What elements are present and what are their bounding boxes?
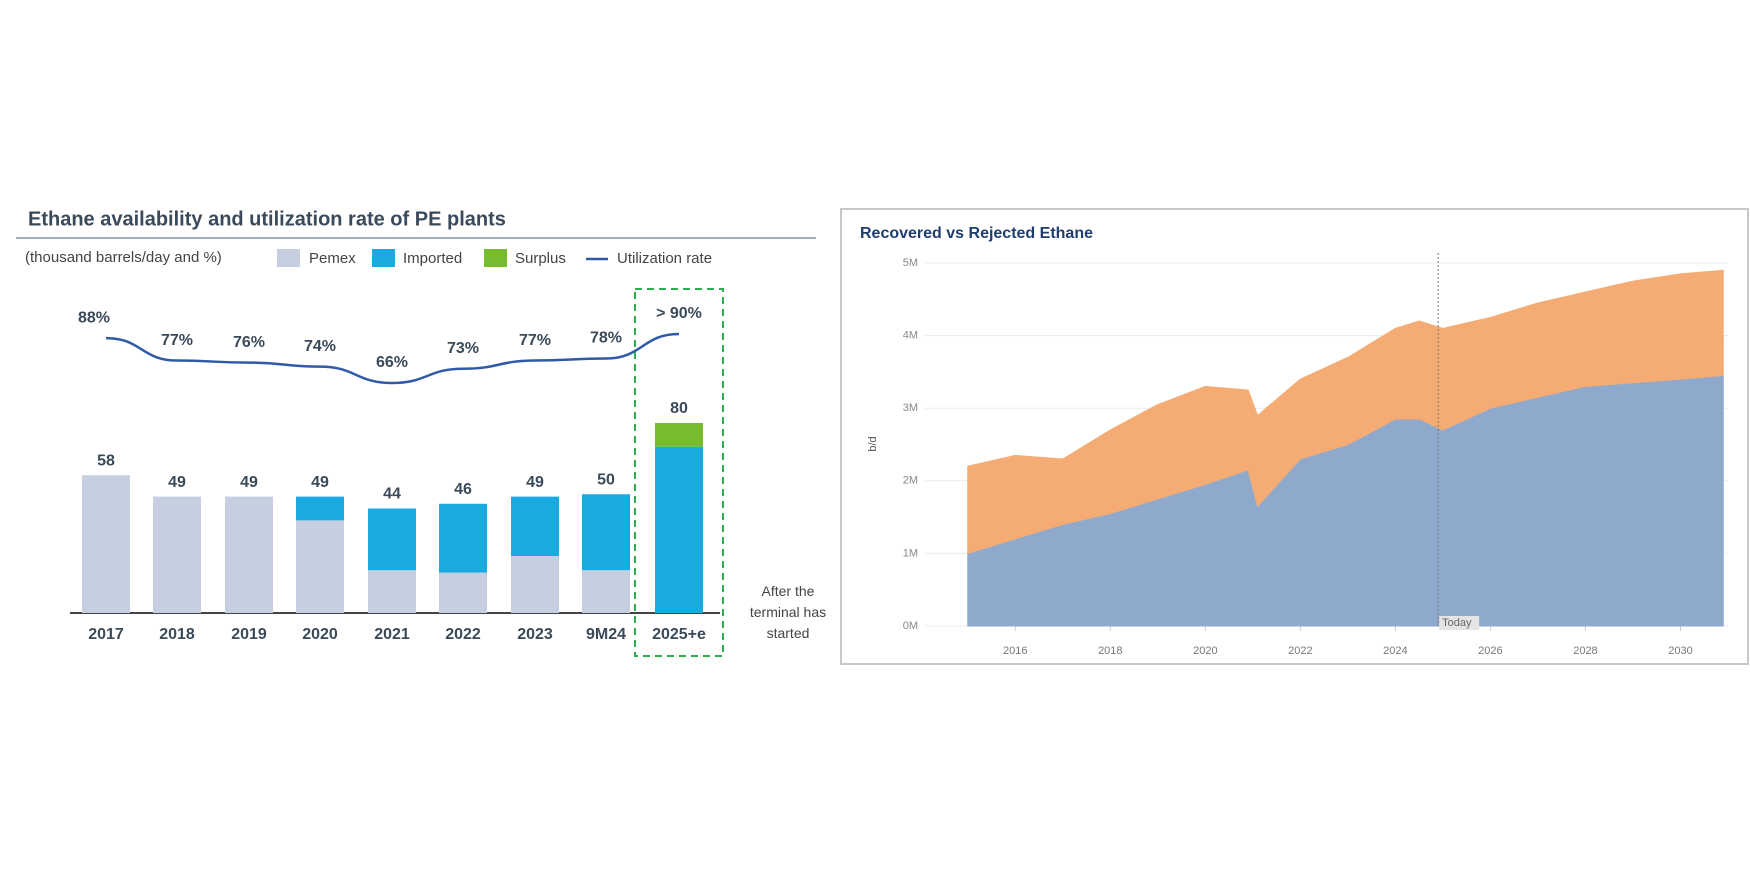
- bar-segment: [655, 446, 703, 613]
- total-label: 44: [383, 486, 401, 503]
- line-label: 76%: [233, 334, 265, 351]
- subtitle: (thousand barrels/day and %): [25, 249, 222, 266]
- y-axis-label: b/d: [867, 436, 879, 451]
- highlight-box: [634, 288, 724, 657]
- legend-label: Utilization rate: [617, 250, 712, 267]
- line-label: 77%: [519, 332, 551, 349]
- today-box: [1439, 616, 1480, 630]
- total-label: 49: [240, 474, 258, 491]
- bar-segment: [439, 572, 487, 613]
- total-label: 46: [454, 481, 472, 498]
- line-label: 73%: [447, 340, 479, 357]
- bar-segment: [225, 496, 273, 613]
- total-label: 49: [168, 474, 186, 491]
- bar-segment: [655, 423, 703, 447]
- x-tick-label: 2022: [445, 626, 481, 643]
- x-tick-label: 2025+e: [652, 626, 706, 643]
- x-tick-label: 2020: [1193, 645, 1217, 657]
- x-tick-label: 2024: [1383, 645, 1407, 657]
- bar-segment: [368, 570, 416, 613]
- y-tick-label: 0M: [903, 620, 918, 632]
- x-tick-label: 2028: [1573, 645, 1597, 657]
- y-tick-label: 4M: [903, 330, 918, 342]
- total-label: 80: [670, 400, 688, 417]
- bar-segment: [82, 475, 130, 613]
- x-tick-label: 2030: [1668, 645, 1692, 657]
- y-tick-label: 1M: [903, 547, 918, 559]
- total-label: 49: [311, 474, 329, 491]
- line-label: 88%: [78, 309, 110, 326]
- legend-swatch: [277, 249, 300, 267]
- bar-segment: [296, 496, 344, 521]
- utilization-line: [105, 332, 680, 385]
- chart-title: Ethane availability and utilization rate…: [28, 208, 506, 230]
- y-tick-label: 2M: [903, 475, 918, 487]
- x-tick-label: 2020: [302, 626, 338, 643]
- x-tick-label: 2023: [517, 626, 553, 643]
- legend-swatch: [484, 249, 507, 267]
- bar-segment: [296, 520, 344, 613]
- bar-segment: [582, 494, 630, 571]
- total-label: 58: [97, 452, 115, 469]
- legend-label: Surplus: [515, 250, 566, 267]
- annotation-line: started: [767, 625, 810, 641]
- x-tick-label: 2021: [374, 626, 410, 643]
- x-tick-label: 2022: [1288, 645, 1312, 657]
- y-tick-label: 5M: [903, 257, 918, 269]
- bar-segment: [511, 496, 559, 556]
- legend-label: Imported: [403, 250, 462, 267]
- x-tick-label: 2017: [88, 626, 124, 643]
- x-tick-label: 2018: [1098, 645, 1122, 657]
- x-tick-label: 9M24: [586, 626, 626, 643]
- x-tick-label: 2026: [1478, 645, 1502, 657]
- today-label: Today: [1442, 617, 1472, 629]
- annotation-line: terminal has: [750, 604, 826, 620]
- y-tick-label: 3M: [903, 402, 918, 414]
- bar-segment: [368, 508, 416, 571]
- line-label: 66%: [376, 354, 408, 371]
- bar-segment: [439, 503, 487, 573]
- bar-segment: [511, 556, 559, 613]
- line-label: 74%: [304, 338, 336, 355]
- legend-label: Pemex: [309, 250, 356, 267]
- legend-swatch: [372, 249, 395, 267]
- total-label: 50: [597, 471, 615, 488]
- x-tick-label: 2018: [159, 626, 195, 643]
- annotation-line: After the: [762, 583, 815, 599]
- chart-title: Recovered vs Rejected Ethane: [860, 225, 1093, 242]
- bar-segment: [582, 570, 630, 613]
- line-label: > 90%: [656, 305, 702, 322]
- area: [967, 269, 1724, 555]
- x-tick-label: 2016: [1003, 645, 1027, 657]
- line-label: 77%: [161, 332, 193, 349]
- x-tick-label: 2019: [231, 626, 267, 643]
- line-label: 78%: [590, 330, 622, 347]
- annotation: After the terminal has started: [750, 583, 826, 641]
- total-label: 49: [526, 474, 544, 491]
- bar-segment: [153, 496, 201, 613]
